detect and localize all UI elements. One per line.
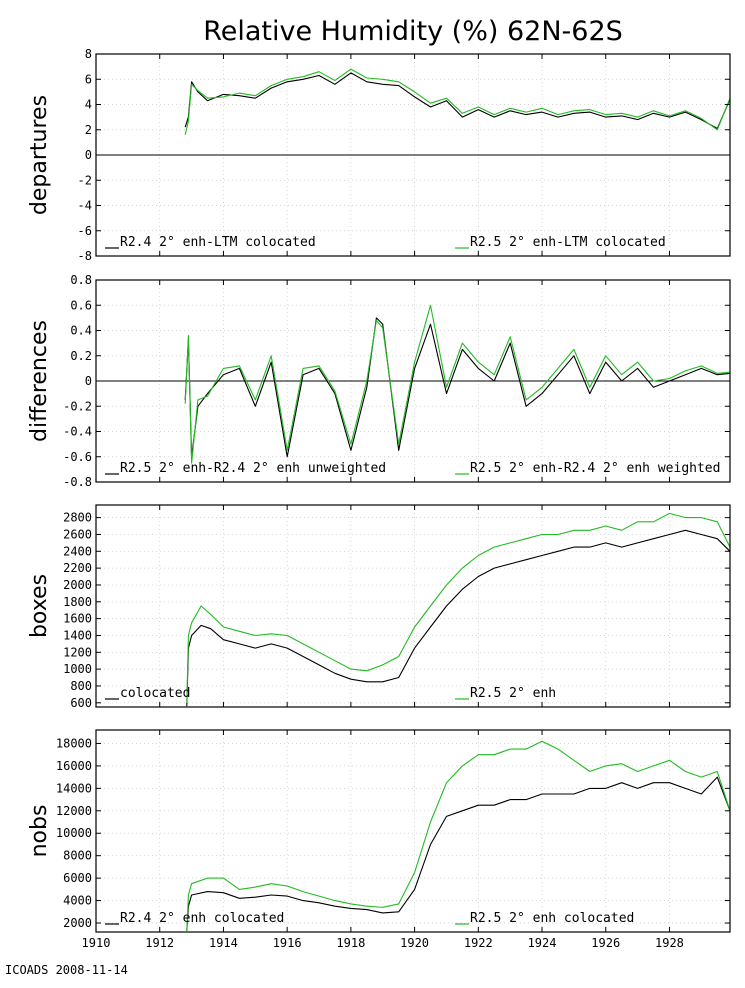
y-tick-label: 2600 bbox=[63, 527, 92, 541]
x-tick-label: 1912 bbox=[145, 936, 174, 950]
y-tick-label: 12000 bbox=[56, 804, 92, 818]
y-tick-label: 2400 bbox=[63, 544, 92, 558]
y-tick-label: 1600 bbox=[63, 612, 92, 626]
y-tick-label: 800 bbox=[70, 679, 92, 693]
legend-label: R2.5 2° enh-R2.4 2° enh unweighted bbox=[120, 461, 386, 476]
y-tick-label: 14000 bbox=[56, 781, 92, 795]
x-tick-label: 1910 bbox=[82, 936, 111, 950]
legend-label: R2.5 2° enh-LTM colocated bbox=[470, 235, 666, 250]
x-tick-label: 1916 bbox=[273, 936, 302, 950]
legend-label: R2.5 2° enh bbox=[470, 686, 556, 701]
y-tick-label: 2200 bbox=[63, 561, 92, 575]
x-tick-label: 1926 bbox=[591, 936, 620, 950]
panel-boxes: 2800 2600 2400 2200 2000 1800 1600 1400 1200 1000… bbox=[27, 504, 731, 710]
y-tick-label: 1000 bbox=[63, 662, 92, 676]
y-tick-label: 0 bbox=[85, 374, 92, 388]
y-tick-label: 10000 bbox=[56, 826, 92, 840]
y-tick-label: -6 bbox=[78, 224, 92, 238]
y-tick-label: 8 bbox=[85, 47, 92, 61]
y-axis-label: departures bbox=[27, 95, 52, 215]
y-tick-label: 1400 bbox=[63, 628, 92, 642]
panel-departures: 8 6 4 2 0 -2 -4 -6 -8 departures R2.4 2° enh-LTM c… bbox=[27, 47, 731, 263]
y-tick-label: -0.6 bbox=[63, 450, 92, 464]
y-tick-label: -2 bbox=[78, 173, 92, 187]
x-tick-label: 1924 bbox=[528, 936, 557, 950]
legend-label: R2.5 2° enh-R2.4 2° enh weighted bbox=[470, 461, 720, 476]
y-tick-label: 0.8 bbox=[70, 273, 92, 287]
y-tick-label: 600 bbox=[70, 696, 92, 710]
y-tick-label: -8 bbox=[78, 249, 92, 263]
y-tick-label: 0.6 bbox=[70, 298, 92, 312]
series-line-black bbox=[186, 529, 731, 707]
legend-label: R2.4 2° enh-LTM colocated bbox=[120, 235, 316, 250]
y-tick-label: 2000 bbox=[63, 578, 92, 592]
series-line-green bbox=[184, 304, 731, 464]
y-tick-label: 2 bbox=[85, 123, 92, 137]
series-line-green bbox=[186, 740, 731, 931]
y-axis-label: nobs bbox=[27, 805, 52, 858]
series-line-green bbox=[186, 512, 731, 703]
y-tick-label: 4 bbox=[85, 98, 92, 112]
x-tick-label: 1918 bbox=[336, 936, 365, 950]
series-line-black bbox=[184, 72, 731, 130]
x-tick-label: 1914 bbox=[209, 936, 238, 950]
panel-differences: 0.8 0.6 0.4 0.2 0 -0.2 -0.4 -0.6 -0.8 differences… bbox=[27, 273, 731, 489]
series-line-black bbox=[184, 317, 731, 458]
y-tick-label: -4 bbox=[78, 199, 92, 213]
y-axis-label: boxes bbox=[27, 574, 52, 638]
y-tick-label: 2000 bbox=[63, 916, 92, 930]
y-tick-label: -0.4 bbox=[63, 425, 92, 439]
y-tick-label: -0.2 bbox=[63, 399, 92, 413]
legend-label: R2.5 2° enh colocated bbox=[470, 911, 634, 926]
y-tick-label: 18000 bbox=[56, 736, 92, 750]
y-axis-label: differences bbox=[27, 320, 52, 442]
panels: 8 6 4 2 0 -2 -4 -6 -8 departures R2.4 2° enh-LTM c… bbox=[27, 47, 731, 933]
y-tick-label: 0 bbox=[85, 148, 92, 162]
y-tick-label: 0.4 bbox=[70, 324, 92, 338]
x-tick-label: 1920 bbox=[400, 936, 429, 950]
y-tick-label: 6 bbox=[85, 72, 92, 86]
x-axis-labels: 1910 1912 1914 1916 1918 1920 1922 1924 1926 1928 bbox=[82, 936, 684, 950]
series-line-green bbox=[184, 68, 731, 135]
y-tick-label: 6000 bbox=[63, 871, 92, 885]
y-tick-label: -0.8 bbox=[63, 475, 92, 489]
footer-credit: ICOADS 2008-11-14 bbox=[5, 963, 128, 977]
figure-title: Relative Humidity (%) 62N-62S bbox=[203, 16, 623, 47]
y-tick-label: 1800 bbox=[63, 595, 92, 609]
y-tick-label: 2800 bbox=[63, 511, 92, 525]
x-tick-label: 1928 bbox=[655, 936, 684, 950]
y-tick-label: 4000 bbox=[63, 894, 92, 908]
legend-label: R2.4 2° enh colocated bbox=[120, 911, 284, 926]
plot-frame bbox=[95, 504, 731, 708]
x-tick-label: 1922 bbox=[464, 936, 493, 950]
panel-nobs: 18000 16000 14000 12000 10000 8000 6000 4000 200… bbox=[27, 729, 731, 933]
series-line-black bbox=[186, 776, 731, 931]
y-tick-label: 16000 bbox=[56, 759, 92, 773]
y-tick-label: 1200 bbox=[63, 645, 92, 659]
plot-frame bbox=[95, 729, 731, 933]
y-tick-label: 0.2 bbox=[70, 349, 92, 363]
y-tick-label: 8000 bbox=[63, 849, 92, 863]
legend-label: colocated bbox=[120, 686, 190, 701]
